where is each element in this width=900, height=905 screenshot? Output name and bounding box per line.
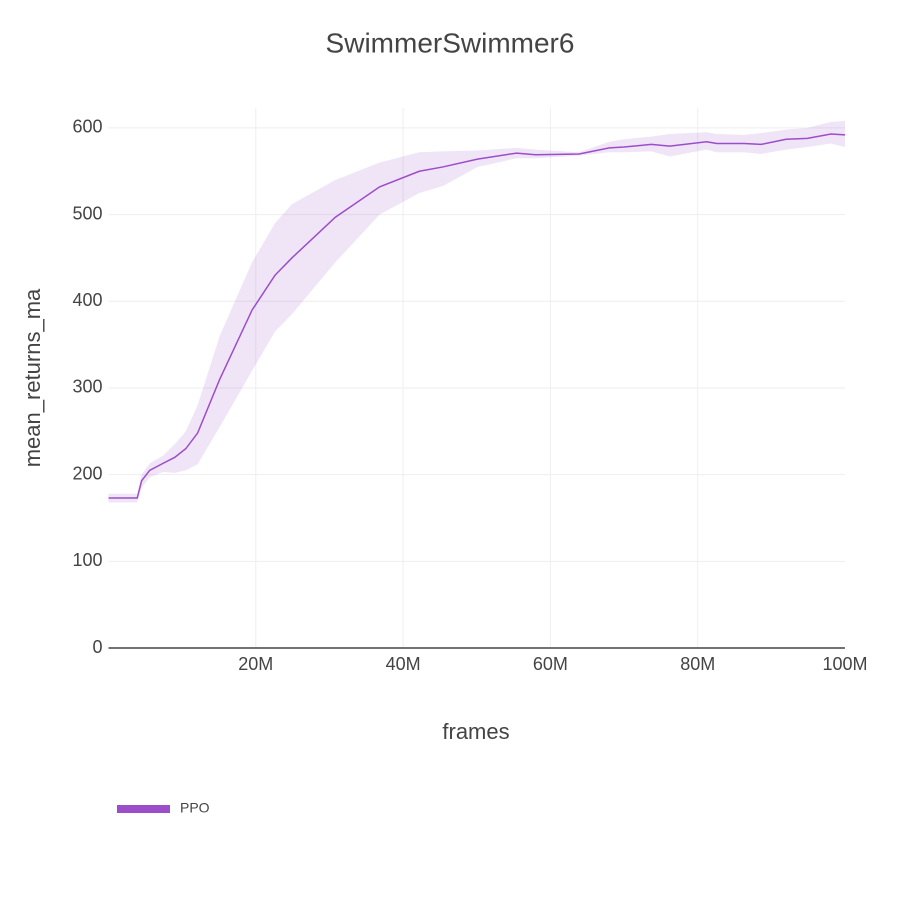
line [108, 133, 846, 499]
y-tick-label: 500 [72, 203, 102, 223]
chart-title: SwimmerSwimmer6 [326, 27, 575, 58]
x-tick-label: 100M [822, 654, 867, 674]
band [108, 121, 845, 503]
y-tick-label: 200 [72, 463, 102, 483]
y-tick-label: 600 [72, 117, 102, 137]
legend-swatch [117, 805, 170, 813]
y-tick-label: 300 [72, 377, 102, 397]
y-tick-label: 0 [92, 637, 102, 657]
x-tick-label: 40M [386, 654, 421, 674]
y-tick-label: 400 [72, 290, 102, 310]
y-axis-label: mean_returns_ma [20, 288, 45, 467]
x-tick-label: 80M [680, 654, 715, 674]
x-tick-label: 60M [533, 654, 568, 674]
x-tick-label: 20M [238, 654, 273, 674]
legend-label: PPO [180, 800, 210, 816]
y-tick-label: 100 [72, 550, 102, 570]
x-axis-label: frames [442, 719, 509, 744]
